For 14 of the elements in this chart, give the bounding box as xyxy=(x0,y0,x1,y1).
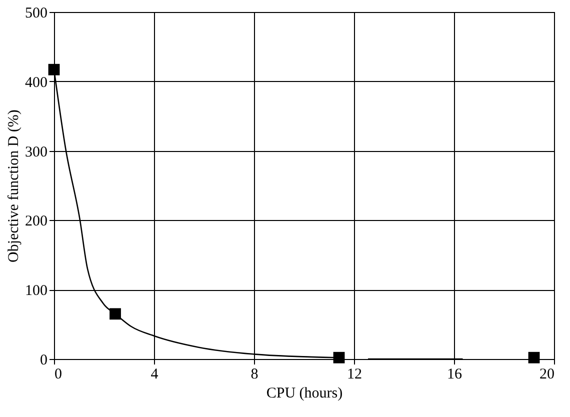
y-tick-label: 100 xyxy=(25,283,48,300)
x-tick-label: 8 xyxy=(250,366,258,382)
x-axis-title: CPU (hours) xyxy=(266,386,343,402)
x-tick-label: 16 xyxy=(447,366,462,382)
y-tick-label: 200 xyxy=(25,214,48,230)
y-tick-label: 500 xyxy=(25,6,48,22)
y-tick-label: 300 xyxy=(25,144,48,160)
y-tick-label: 400 xyxy=(25,74,48,91)
x-tick-label: 0 xyxy=(54,366,62,382)
x-tick-label: 20 xyxy=(540,366,554,382)
y-axis-title: Objective function D (%) xyxy=(6,110,22,262)
x-tick-label: 4 xyxy=(150,366,159,382)
y-tick-label: 0 xyxy=(40,352,48,368)
x-tick-label: 12 xyxy=(347,366,362,382)
